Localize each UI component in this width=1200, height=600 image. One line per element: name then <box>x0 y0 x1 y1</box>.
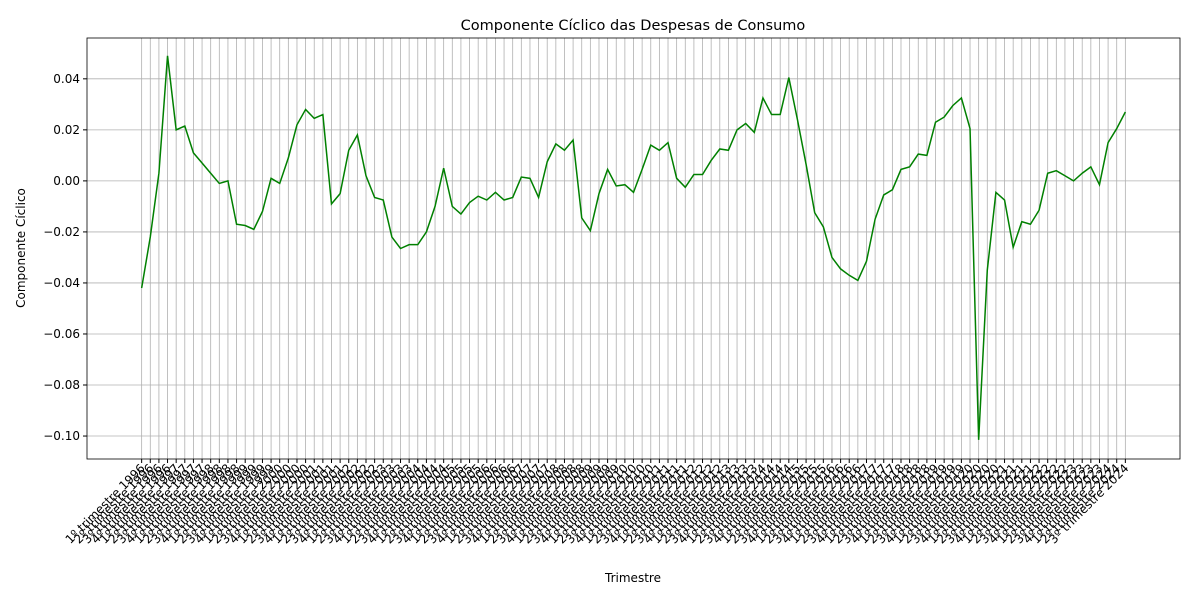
y-axis-label: Componente Cíclico <box>14 188 28 308</box>
y-tick-label: −0.04 <box>43 276 80 290</box>
y-tick-label: −0.02 <box>43 225 80 239</box>
y-tick-label: 0.02 <box>53 123 80 137</box>
y-tick-label: −0.06 <box>43 327 80 341</box>
y-tick-label: −0.08 <box>43 378 80 392</box>
line-series <box>140 55 1127 440</box>
y-tick-label: 0.04 <box>53 72 80 86</box>
x-axis-label: Trimestre <box>604 571 661 585</box>
y-tick-label: −0.10 <box>43 429 80 443</box>
chart-title: Componente Cíclico das Despesas de Consu… <box>461 18 806 34</box>
plot-frame <box>86 37 1181 460</box>
y-tick-label: 0.00 <box>53 174 80 188</box>
